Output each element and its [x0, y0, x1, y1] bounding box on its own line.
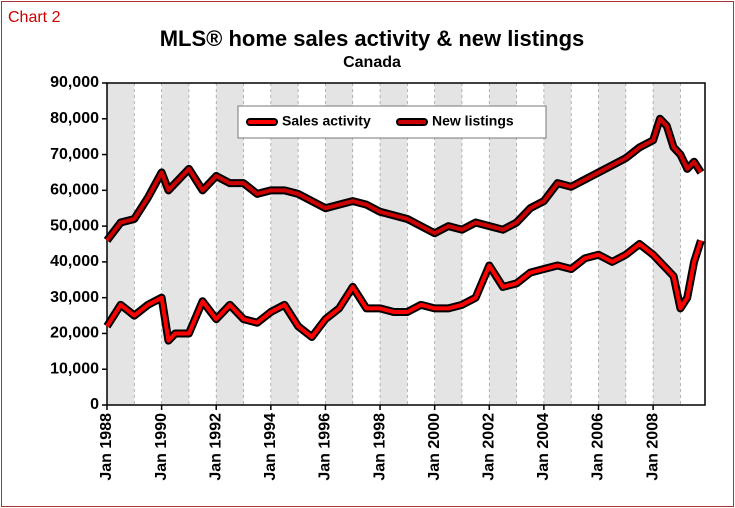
- x-tick-label: Jan 1996: [317, 413, 334, 481]
- chart-subtitle: Canada: [343, 54, 401, 71]
- x-tick-label: Jan 1990: [153, 413, 170, 481]
- x-tick-label: Jan 2004: [535, 413, 552, 481]
- legend-label: New listings: [432, 113, 514, 129]
- legend-box: [237, 105, 547, 139]
- y-tick-label: 60,000: [50, 182, 99, 199]
- y-tick-label: 20,000: [50, 325, 99, 342]
- y-tick-label: 0: [90, 396, 99, 413]
- chart-label: Chart 2: [8, 9, 61, 26]
- y-tick-label: 90,000: [50, 74, 99, 91]
- y-tick-label: 40,000: [50, 253, 99, 270]
- x-tick-label: Jan 2002: [481, 413, 498, 481]
- x-tick-label: Jan 1988: [98, 413, 115, 481]
- legend-label: Sales activity: [282, 113, 371, 129]
- year-band: [598, 83, 626, 405]
- series-line: [105, 239, 703, 343]
- y-tick-label: 50,000: [50, 217, 99, 234]
- x-tick-label: Jan 2006: [590, 413, 607, 481]
- y-tick-label: 30,000: [50, 289, 99, 306]
- x-tick-label: Jan 1998: [371, 413, 388, 481]
- year-band: [107, 83, 135, 405]
- x-tick-label: Jan 1992: [207, 413, 224, 481]
- x-tick-label: Jan 2008: [644, 413, 661, 481]
- y-tick-label: 80,000: [50, 110, 99, 127]
- x-tick-label: Jan 1994: [262, 413, 279, 481]
- y-tick-label: 10,000: [50, 360, 99, 377]
- year-band: [161, 83, 189, 405]
- series-line: [105, 116, 703, 242]
- y-tick-label: 70,000: [50, 146, 99, 163]
- plot-frame: [106, 82, 706, 406]
- year-band: [543, 83, 572, 405]
- x-tick-label: Jan 2000: [426, 413, 443, 481]
- chart-title: MLS® home sales activity & new listings: [160, 26, 585, 51]
